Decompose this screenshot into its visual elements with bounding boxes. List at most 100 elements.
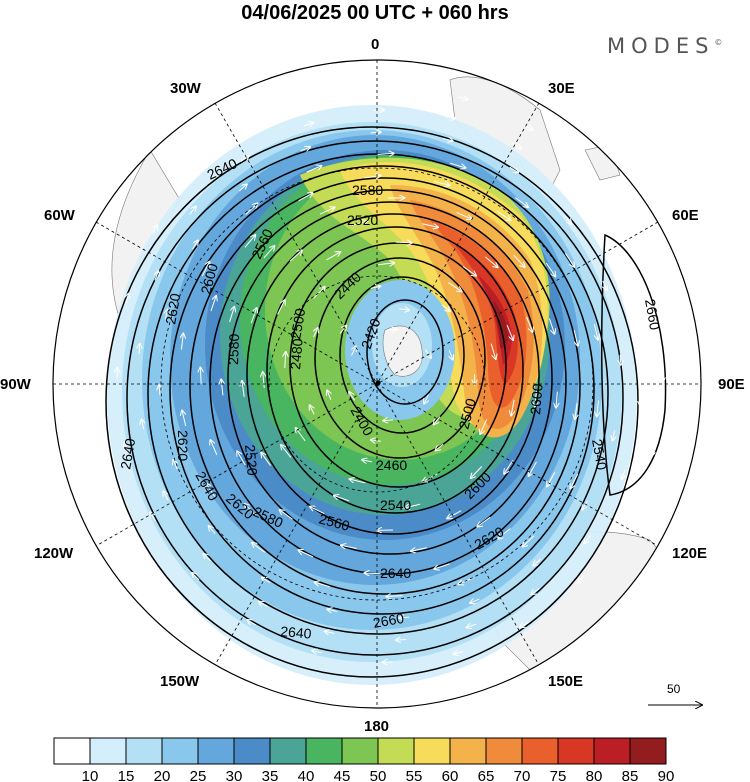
wind-vector bbox=[378, 263, 394, 265]
colorbar-tick-label: 35 bbox=[262, 768, 279, 782]
colorbar-box bbox=[125, 737, 163, 765]
wind-vector bbox=[593, 323, 598, 340]
wind-vector bbox=[556, 391, 558, 408]
wind-vector bbox=[624, 228, 630, 238]
wind-vector bbox=[163, 491, 169, 501]
wind-vector bbox=[424, 349, 431, 358]
wind-vector bbox=[326, 252, 341, 261]
wind-vector bbox=[349, 392, 356, 401]
wind-vector bbox=[386, 596, 403, 597]
wind-vector bbox=[310, 507, 325, 515]
wind-vector bbox=[405, 503, 421, 508]
wind-vector bbox=[509, 166, 519, 172]
wind-vector bbox=[142, 419, 144, 430]
colorbar-box bbox=[89, 737, 127, 765]
contour-2400 bbox=[366, 299, 444, 405]
contour-2420 bbox=[339, 276, 465, 434]
contour-label: 2620 bbox=[175, 430, 191, 461]
wind-vector bbox=[277, 300, 285, 315]
wind-vector bbox=[350, 479, 366, 484]
wind-vector bbox=[514, 197, 528, 208]
wind-vector bbox=[327, 390, 331, 400]
lon-label-90e: 90E bbox=[718, 376, 745, 393]
wind-vector bbox=[529, 461, 537, 476]
wind-vector bbox=[371, 440, 381, 441]
colorbar-tick-label: 45 bbox=[334, 768, 351, 782]
wind-vector bbox=[506, 325, 513, 340]
wind-vector bbox=[237, 451, 246, 466]
wind-vector bbox=[523, 535, 535, 547]
contour-label: 2600 bbox=[527, 383, 546, 416]
wind-vector bbox=[445, 117, 456, 119]
wind-vector bbox=[612, 430, 614, 441]
wind-vector bbox=[263, 372, 265, 389]
wind-vector bbox=[201, 262, 209, 277]
wind-vector bbox=[411, 548, 427, 551]
wind-vector bbox=[238, 184, 247, 192]
wind-vector bbox=[399, 309, 409, 310]
contour-2560 bbox=[189, 177, 581, 595]
lon-label-60e: 60E bbox=[672, 207, 699, 224]
wind-vector bbox=[636, 320, 638, 331]
wind-vector bbox=[339, 326, 346, 334]
wind-vector bbox=[449, 162, 465, 168]
wind-vector bbox=[462, 266, 476, 275]
wind-vector bbox=[611, 249, 617, 259]
colorbar-box bbox=[53, 737, 91, 765]
wind-vector bbox=[548, 318, 554, 334]
contour-2520 bbox=[227, 201, 553, 555]
wind-vector bbox=[315, 582, 331, 588]
brand-text: MODES bbox=[607, 34, 715, 58]
wind-vector bbox=[325, 631, 335, 633]
wind-vector bbox=[370, 286, 381, 288]
colorbar-box bbox=[629, 737, 667, 765]
wind-vector bbox=[150, 512, 156, 522]
contour-label: 2640 bbox=[380, 565, 411, 581]
wind-vector bbox=[374, 110, 384, 111]
colorbar-tick-label: 15 bbox=[118, 768, 135, 782]
wind-vector bbox=[441, 304, 450, 311]
contour-label: 2580 bbox=[225, 333, 242, 365]
contour-label: 2600 bbox=[197, 261, 221, 295]
colorbar-box bbox=[269, 737, 307, 765]
colorbar-box bbox=[593, 737, 631, 765]
wind-vector bbox=[422, 224, 438, 228]
contour-2480 bbox=[266, 226, 524, 514]
lon-label-30w: 30W bbox=[170, 80, 201, 97]
wind-vector bbox=[571, 473, 579, 488]
contour-label: 2620 bbox=[162, 292, 183, 326]
wind-vector bbox=[513, 254, 525, 267]
contour-label: 2640 bbox=[117, 437, 138, 471]
wind-vector bbox=[247, 620, 257, 626]
wind-vector bbox=[485, 256, 497, 267]
colorbar-box bbox=[161, 737, 199, 765]
map-boundary bbox=[52, 59, 702, 709]
lon-label-30e: 30E bbox=[548, 80, 575, 97]
wind-vector bbox=[210, 296, 216, 312]
wind-vector bbox=[454, 651, 464, 654]
wind-vector bbox=[204, 554, 211, 562]
contour-2540 bbox=[209, 189, 567, 575]
colorbar-box bbox=[449, 737, 487, 765]
wind-vector bbox=[396, 639, 406, 640]
colorbar-tick-label: 80 bbox=[586, 768, 603, 782]
wind-vector bbox=[298, 550, 314, 558]
contour-2440 bbox=[314, 257, 486, 459]
wind-vector bbox=[533, 558, 542, 566]
wind-vector bbox=[573, 329, 578, 346]
wind-vector bbox=[434, 563, 450, 569]
wind-vector bbox=[139, 344, 140, 354]
colorbar-box bbox=[341, 737, 379, 765]
colorbar-box bbox=[305, 737, 343, 765]
wind-vector bbox=[652, 446, 654, 457]
wind-vector bbox=[545, 262, 555, 276]
wind-vector bbox=[504, 460, 514, 473]
wind-vector bbox=[498, 528, 511, 539]
wind-vector bbox=[313, 287, 325, 299]
colorbar-box bbox=[485, 737, 523, 765]
contour-labels: 2640 2580 2520 2560 2600 2620 2500 2440 … bbox=[117, 155, 663, 642]
wind-vector bbox=[447, 510, 462, 519]
wind-vector bbox=[173, 460, 177, 470]
